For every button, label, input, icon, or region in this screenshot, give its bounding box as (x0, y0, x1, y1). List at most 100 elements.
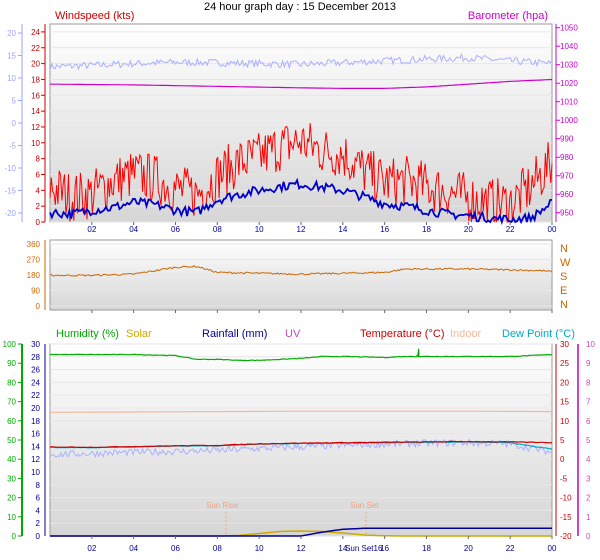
barometer-tick-label: 960 (560, 190, 574, 199)
temperature-tick-label: -10 (560, 494, 572, 503)
temperature-tick-label: -15 (560, 513, 572, 522)
humidity-tick-label: 10 (7, 513, 16, 522)
chart-marks-layer: 2422201816141210864201050104010301020101… (3, 24, 596, 553)
outer-scale-trace-line (49, 52, 553, 71)
uv-tick-label: 3 (586, 474, 591, 483)
compass-tick-label: S (560, 271, 567, 283)
temperature-tick-label: 25 (560, 359, 569, 368)
temperature-tick-label: 10 (560, 417, 569, 426)
wind-tick-label: 24 (31, 28, 40, 37)
wind-x-tick-label: 02 (87, 225, 96, 234)
wind-x-tick-label: 14 (338, 225, 347, 234)
wind-tick-label: 22 (31, 44, 40, 53)
left-scale-tick-label: 24 (31, 378, 40, 387)
barometer-tick-label: 1000 (560, 116, 578, 125)
wind-x-tick-label: 00 (548, 225, 557, 234)
left-scale-tick-label: 4 (36, 506, 41, 515)
left-scale-tick-label: 18 (31, 417, 40, 426)
left-scale-tick-label: 14 (31, 442, 40, 451)
temperature-series-line (50, 440, 553, 449)
wind-x-tick-label: 20 (464, 225, 473, 234)
wind-x-tick-label: 12 (297, 225, 306, 234)
direction-tick-label: 0 (36, 302, 41, 311)
wind-plot-area (49, 23, 553, 223)
uv-tick-label: 10 (586, 340, 595, 349)
direction-tick-label: 270 (27, 256, 41, 265)
left-scale-tick-label: 28 (31, 353, 40, 362)
left-scale-tick-label: 6 (36, 494, 41, 503)
outer-left-tick-label: 20 (7, 29, 16, 38)
wind-gust-series-line (49, 123, 553, 223)
left-scale-tick-label: 22 (31, 391, 40, 400)
temperature-tick-label: 15 (560, 398, 569, 407)
uv-tick-label: 7 (586, 398, 591, 407)
outer-left-tick-label: 5 (12, 97, 17, 106)
wind-tick-label: 18 (31, 75, 40, 84)
wind-x-tick-label: 08 (213, 225, 222, 234)
climate-x-tick-label: 02 (87, 544, 96, 553)
wind-tick-label: 0 (36, 218, 41, 227)
legend-temperature: Temperature (°C) (360, 328, 444, 340)
climate-x-tick-label: 20 (464, 544, 473, 553)
wind-direction-series-line (49, 265, 553, 277)
indoor-series-line (49, 410, 552, 413)
barometer-tick-label: 950 (560, 209, 574, 218)
humidity-tick-label: 20 (7, 494, 16, 503)
humidity-tick-label: 60 (7, 417, 16, 426)
wind-tick-label: 16 (31, 91, 40, 100)
barometer-tick-label: 980 (560, 153, 574, 162)
barometer-tick-label: 1050 (560, 24, 578, 33)
wind-tick-label: 10 (31, 139, 40, 148)
wind-x-tick-label: 04 (129, 225, 138, 234)
climate-x-tick-label: 00 (548, 544, 557, 553)
climate-x-tick-label: 14 (338, 544, 347, 553)
page-title: 24 hour graph day : 15 December 2013 (204, 1, 396, 13)
outer-left-tick-label: -20 (4, 209, 16, 218)
left-scale-tick-label: 2 (36, 519, 41, 528)
left-scale-tick-label: 0 (36, 532, 41, 541)
temperature-tick-label: 20 (560, 378, 569, 387)
wind-tick-label: 12 (31, 123, 40, 132)
left-scale-tick-label: 20 (31, 404, 40, 413)
wind-average-series-line (49, 177, 553, 226)
wind-tick-label: 6 (36, 170, 41, 179)
sunset-label: Sun Set (350, 501, 379, 510)
legend-humidity: Humidity (%) (56, 328, 119, 340)
direction-tick-label: 360 (27, 240, 41, 249)
uv-tick-label: 2 (586, 494, 591, 503)
uv-tick-label: 0 (586, 532, 591, 541)
outer-left-tick-label: 0 (12, 119, 17, 128)
compass-tick-label: N (560, 299, 568, 311)
legend-uv: UV (285, 328, 301, 340)
legend-indoor: Indoor (450, 328, 482, 340)
uv-tick-label: 8 (586, 378, 591, 387)
barometer-tick-label: 1030 (560, 61, 578, 70)
wind-x-tick-label: 22 (506, 225, 515, 234)
wind-tick-label: 20 (31, 60, 40, 69)
legend-solar: Solar (126, 328, 152, 340)
wind-x-tick-label: 18 (422, 225, 431, 234)
climate-x-tick-label: 12 (297, 544, 306, 553)
left-scale-tick-label: 30 (31, 340, 40, 349)
legend-dewpoint: Dew Point (°C) (502, 328, 575, 340)
climate-x-tick-label: 18 (422, 544, 431, 553)
barometer-tick-label: 1020 (560, 79, 578, 88)
uv-tick-label: 4 (586, 455, 591, 464)
climate-x-tick-label: 22 (506, 544, 515, 553)
wind-tick-label: 14 (31, 107, 40, 116)
wind-x-tick-label: 10 (255, 225, 264, 234)
outer-left-tick-label: -15 (4, 187, 16, 196)
left-scale-tick-label: 12 (31, 455, 40, 464)
outer-left-tick-label: -10 (4, 164, 16, 173)
barometer-tick-label: 1040 (560, 42, 578, 51)
temperature-tick-label: -20 (560, 532, 572, 541)
climate-plot-area (49, 343, 553, 537)
direction-tick-label: 90 (31, 287, 40, 296)
compass-tick-label: E (560, 285, 567, 297)
barometer-tick-label: 970 (560, 172, 574, 181)
temperature-tick-label: -5 (560, 474, 568, 483)
direction-tick-label: 180 (27, 271, 41, 280)
uv-tick-label: 9 (586, 359, 591, 368)
wind-tick-label: 2 (36, 202, 41, 211)
